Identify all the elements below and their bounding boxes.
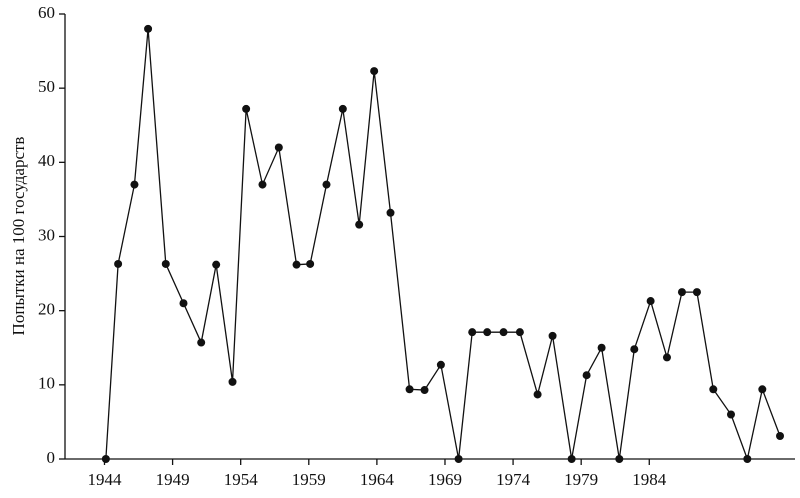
point bbox=[355, 220, 364, 229]
point bbox=[144, 24, 153, 33]
point bbox=[454, 455, 463, 463]
point bbox=[242, 104, 251, 113]
point bbox=[662, 353, 671, 362]
point bbox=[776, 432, 785, 441]
point bbox=[743, 455, 752, 463]
point bbox=[212, 260, 221, 269]
line bbox=[105, 28, 781, 462]
point bbox=[646, 297, 655, 306]
point bbox=[228, 377, 237, 386]
y-tick-label: 0 bbox=[47, 448, 56, 467]
y-tick-label: 30 bbox=[38, 225, 55, 244]
point bbox=[483, 328, 492, 337]
point bbox=[533, 390, 542, 399]
point bbox=[197, 338, 206, 347]
point bbox=[258, 180, 267, 189]
point bbox=[567, 455, 576, 463]
x-tick-label: 1969 bbox=[428, 470, 462, 489]
x-tick-label: 1959 bbox=[292, 470, 326, 489]
point bbox=[582, 371, 591, 380]
point bbox=[114, 259, 123, 268]
x-tick-label: 1944 bbox=[87, 470, 122, 489]
y-tick-label: 10 bbox=[38, 374, 55, 393]
y-tick-label: 40 bbox=[38, 151, 55, 170]
point bbox=[468, 328, 477, 337]
point bbox=[161, 259, 170, 268]
point bbox=[709, 385, 718, 394]
point bbox=[436, 360, 445, 369]
point bbox=[692, 288, 701, 297]
point bbox=[630, 345, 639, 354]
point bbox=[386, 208, 395, 217]
point bbox=[677, 288, 686, 297]
point bbox=[338, 104, 347, 113]
y-tick-label: 50 bbox=[38, 77, 55, 96]
x-tick-label: 1954 bbox=[224, 470, 259, 489]
point bbox=[499, 328, 508, 337]
x-tick-label: 1979 bbox=[564, 470, 598, 489]
point bbox=[515, 328, 524, 337]
x-tick-label: 1949 bbox=[156, 470, 190, 489]
point bbox=[420, 386, 429, 395]
point bbox=[101, 455, 110, 463]
point bbox=[548, 331, 557, 340]
point bbox=[726, 410, 735, 419]
point bbox=[615, 455, 624, 463]
y-axis-label: Попытки на 100 государств bbox=[9, 137, 28, 336]
point bbox=[405, 385, 414, 394]
point bbox=[758, 385, 767, 394]
x-tick-label: 1984 bbox=[632, 470, 667, 489]
point bbox=[322, 180, 331, 189]
y-tick-label: 60 bbox=[38, 3, 55, 22]
point bbox=[274, 143, 283, 152]
point bbox=[370, 67, 379, 76]
x-tick-label: 1974 bbox=[496, 470, 531, 489]
point bbox=[306, 259, 315, 268]
x-tick-label: 1964 bbox=[360, 470, 395, 489]
y-tick-label: 20 bbox=[38, 300, 55, 319]
point bbox=[292, 260, 301, 269]
point bbox=[179, 299, 188, 308]
point bbox=[130, 180, 139, 189]
point bbox=[597, 343, 606, 352]
